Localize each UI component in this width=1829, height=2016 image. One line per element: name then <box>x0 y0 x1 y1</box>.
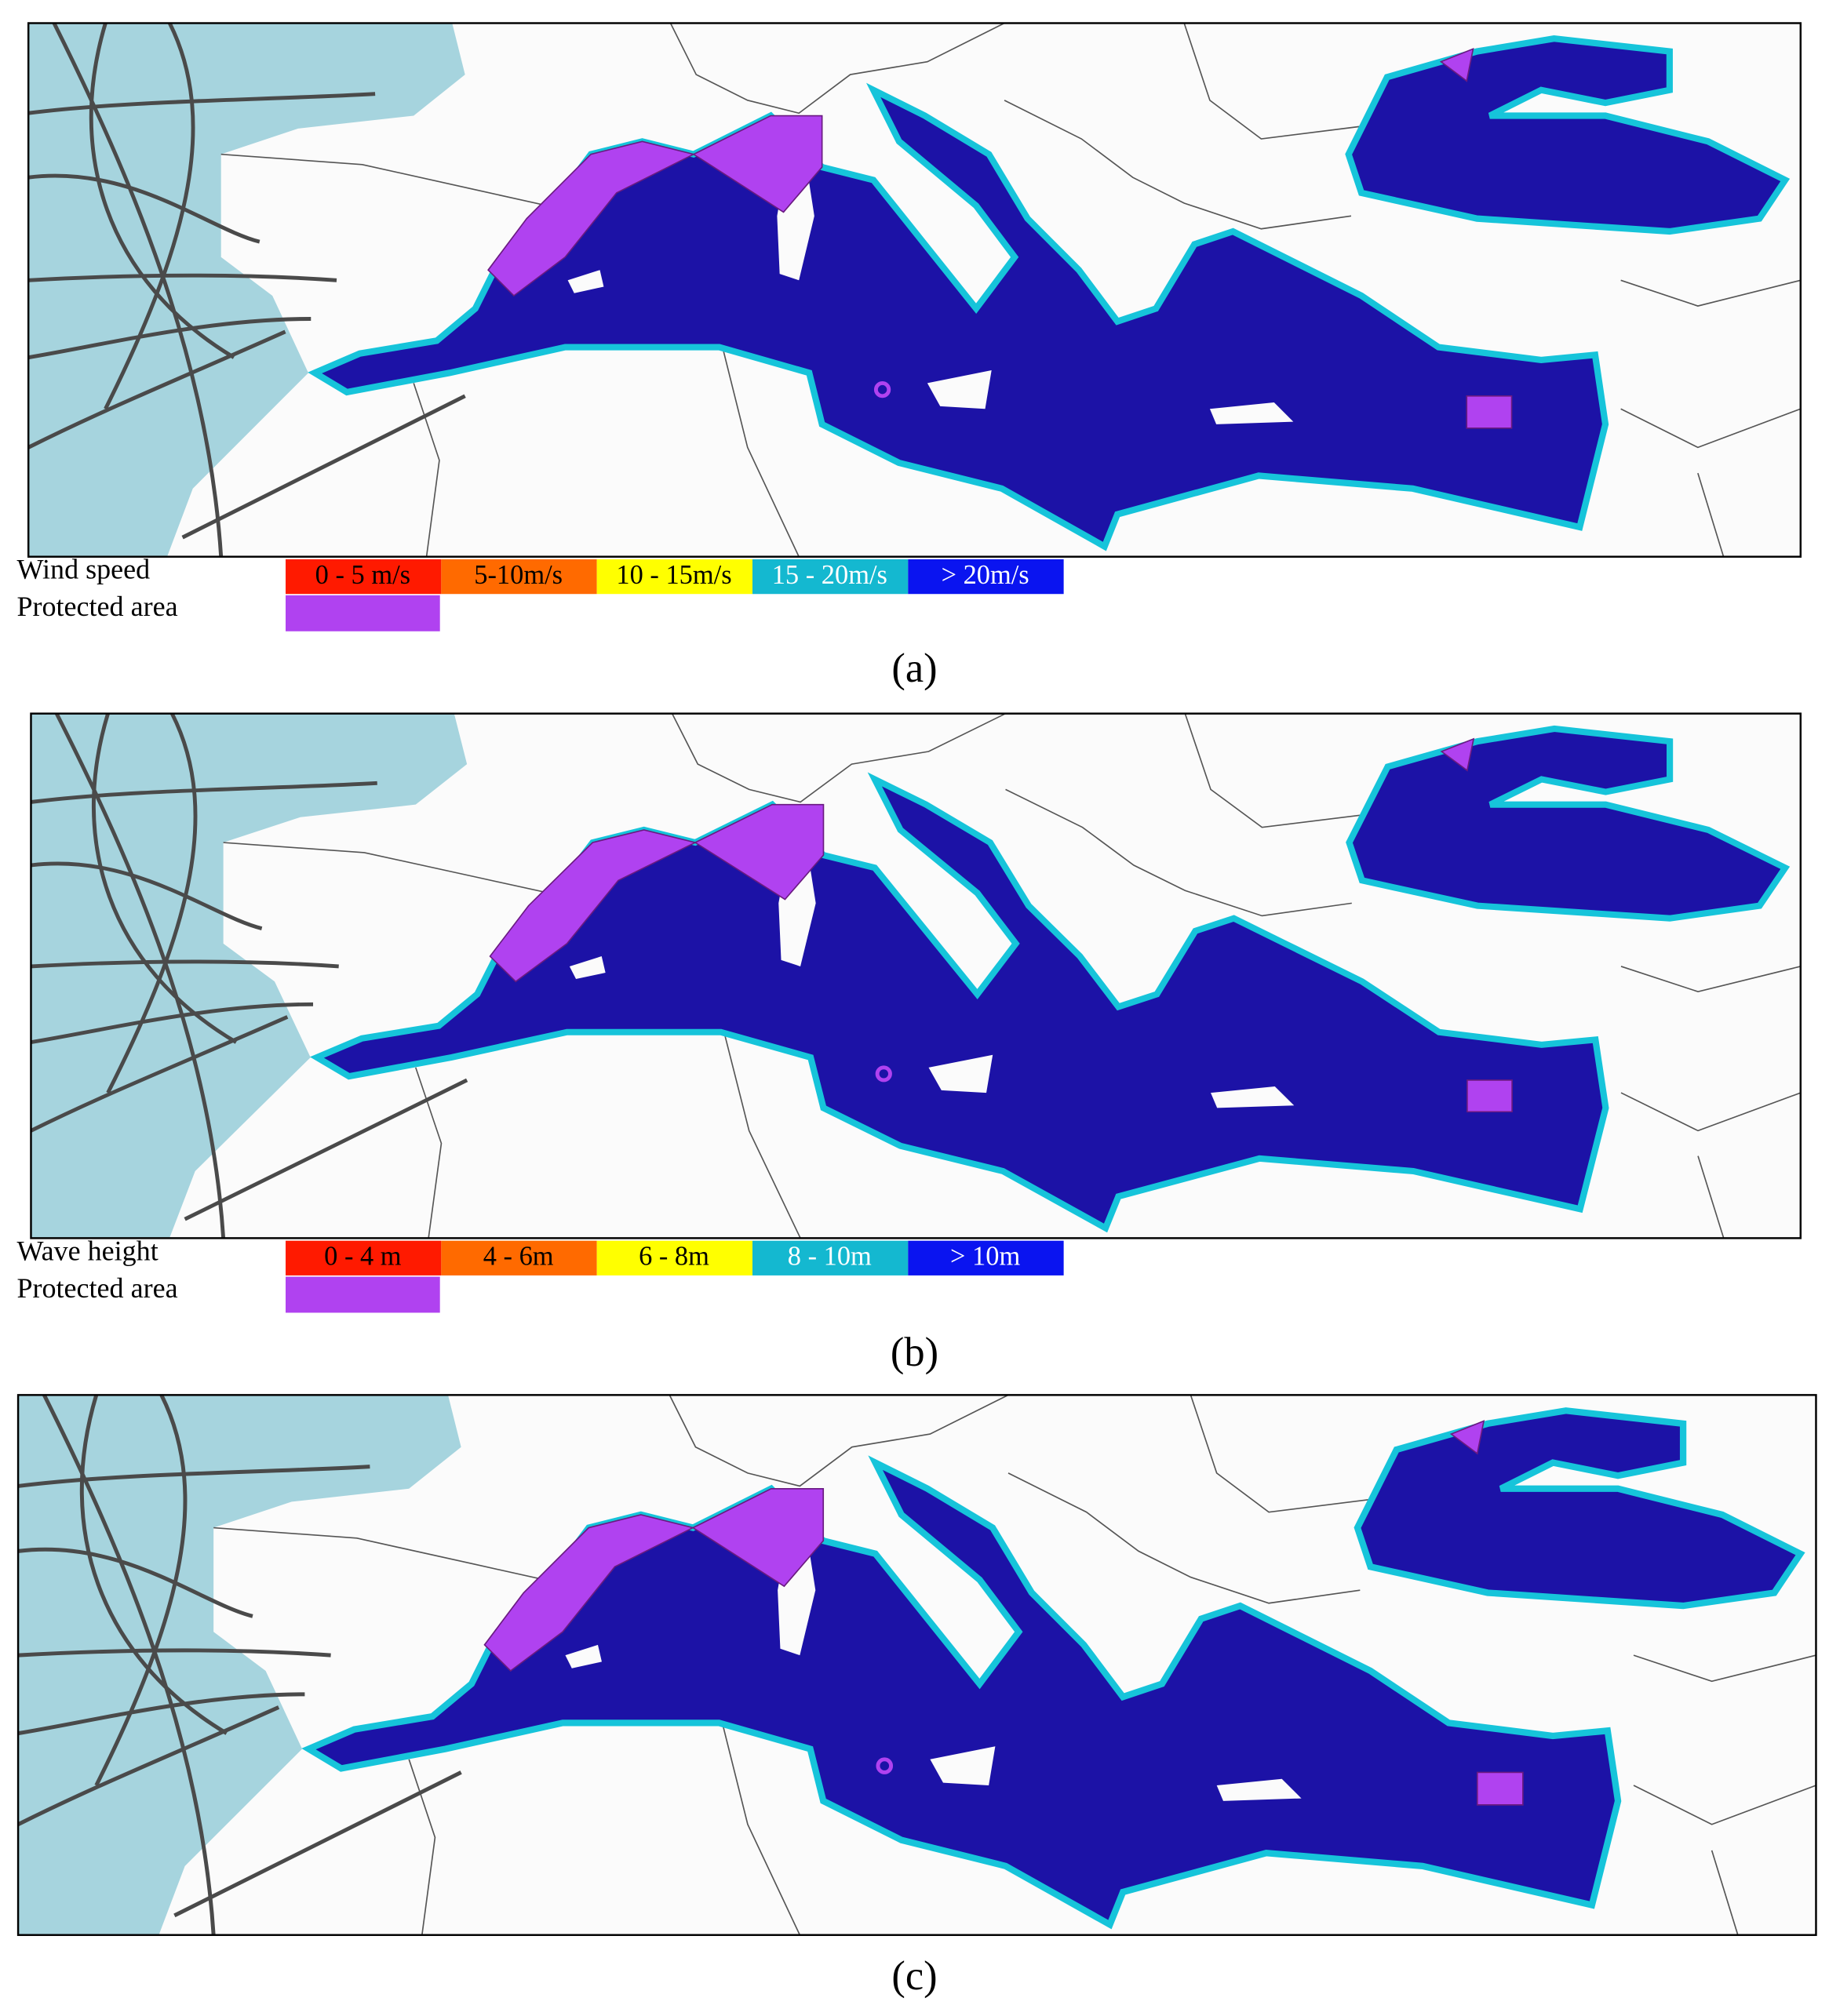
map-frame <box>27 22 1802 558</box>
legend-title: Wind speed <box>16 554 150 585</box>
panel-label: (a) <box>891 646 937 691</box>
legend-protected-title: Protected area <box>16 591 177 622</box>
legend-protected-title: Protected area <box>16 1272 177 1304</box>
map <box>28 24 1801 557</box>
map-panel <box>28 24 1801 557</box>
panel-label: (c) <box>891 1953 937 1999</box>
legend-label: 10 - 15m/s <box>616 560 731 590</box>
legend-label: 6 - 8m <box>639 1242 709 1272</box>
legend-label: > 20m/s <box>942 560 1029 590</box>
legend-swatch <box>908 1240 1064 1275</box>
legend-label: 4 - 6m <box>483 1242 554 1272</box>
legend-label: 0 - 5 m/s <box>315 560 410 590</box>
map <box>31 714 1800 1239</box>
legend-protected-swatch <box>286 595 440 631</box>
legend-swatch <box>596 559 752 595</box>
legend-protected-swatch <box>286 1276 440 1313</box>
legend-swatch <box>441 1240 597 1275</box>
legend-swatch <box>286 559 442 595</box>
legend: Wave height Protected area 0 - 4 m 4 - 6m 6 … <box>16 1235 1064 1313</box>
legend-swatch <box>286 1240 442 1275</box>
legend-swatch <box>752 559 909 595</box>
legend-label: 15 - 20m/s <box>772 560 887 590</box>
map-panel <box>18 1395 1816 1934</box>
legend-swatch <box>441 559 597 595</box>
legend: Wind speed Protected area 0 - 5 m/s 5-10m/s… <box>16 554 1064 631</box>
panel-label: (b) <box>891 1330 938 1375</box>
map-frame <box>16 1394 1817 1936</box>
map-frame <box>30 712 1802 1239</box>
legend-label: 0 - 4 m <box>324 1242 402 1272</box>
legend-swatch <box>596 1240 752 1275</box>
legend-label: > 10m <box>950 1242 1020 1272</box>
legend-swatch <box>908 559 1064 595</box>
map <box>18 1395 1816 1934</box>
legend-swatch <box>752 1240 909 1275</box>
legend-label: 8 - 10m <box>788 1242 872 1272</box>
legend-label: 5-10m/s <box>474 560 563 590</box>
map-panel <box>31 714 1800 1239</box>
legend-title: Wave height <box>16 1235 158 1266</box>
